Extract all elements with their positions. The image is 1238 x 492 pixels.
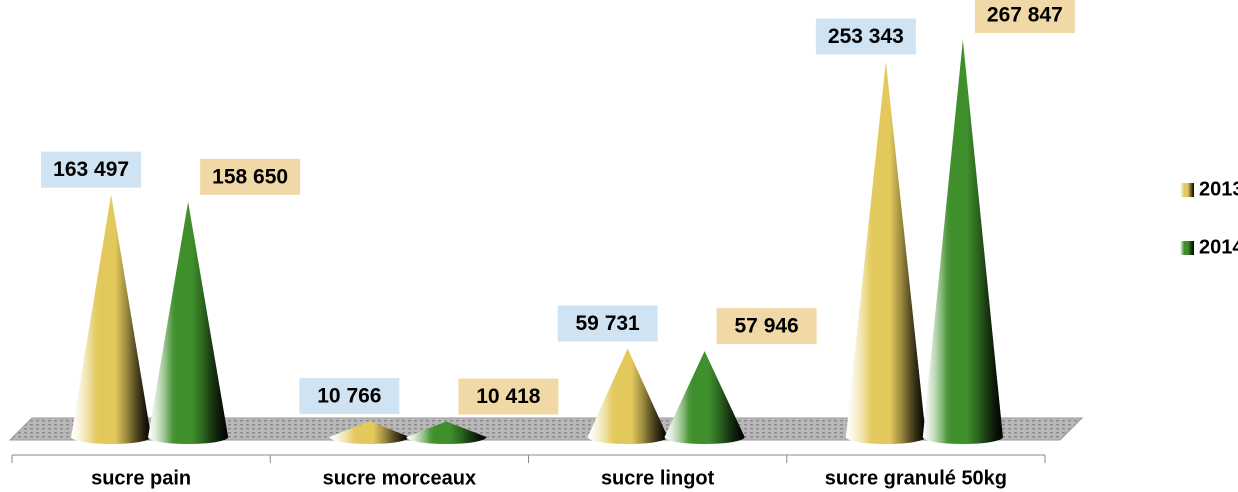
- data-label-box: [41, 151, 142, 188]
- data-label-box: [716, 308, 817, 345]
- data-label: 158 650: [212, 165, 288, 188]
- legend-label: 2013: [1199, 178, 1238, 200]
- data-label-box: [299, 378, 400, 415]
- cone-shade: [664, 351, 745, 444]
- data-label: 10 766: [317, 385, 381, 408]
- data-label: 57 946: [735, 315, 799, 338]
- data-label-box: [458, 378, 559, 415]
- x-tick-label: sucre lingot: [601, 467, 715, 489]
- data-label-box: [557, 305, 658, 342]
- cone-shade: [845, 61, 926, 444]
- cone-shade: [922, 40, 1003, 444]
- data-label: 267 847: [987, 4, 1063, 27]
- data-label: 10 418: [476, 385, 541, 408]
- x-tick-label: sucre pain: [91, 467, 191, 489]
- data-label: 163 497: [53, 158, 129, 181]
- x-tick-label: sucre morceaux: [323, 467, 476, 489]
- data-label-box: [815, 18, 916, 55]
- legend-swatch: [1180, 183, 1194, 197]
- cone-shade: [148, 201, 229, 444]
- cone-shade: [587, 348, 668, 444]
- cone-shade: [71, 194, 152, 444]
- data-label: 59 731: [576, 312, 641, 335]
- legend-label: 2014: [1199, 236, 1238, 258]
- data-label-box: [974, 0, 1075, 33]
- data-label-box: [200, 158, 301, 195]
- x-tick-label: sucre granulé 50kg: [825, 467, 1007, 489]
- cone-shade: [329, 421, 410, 444]
- cone-shade: [406, 421, 487, 444]
- data-label: 253 343: [828, 25, 904, 48]
- legend-swatch: [1180, 241, 1194, 255]
